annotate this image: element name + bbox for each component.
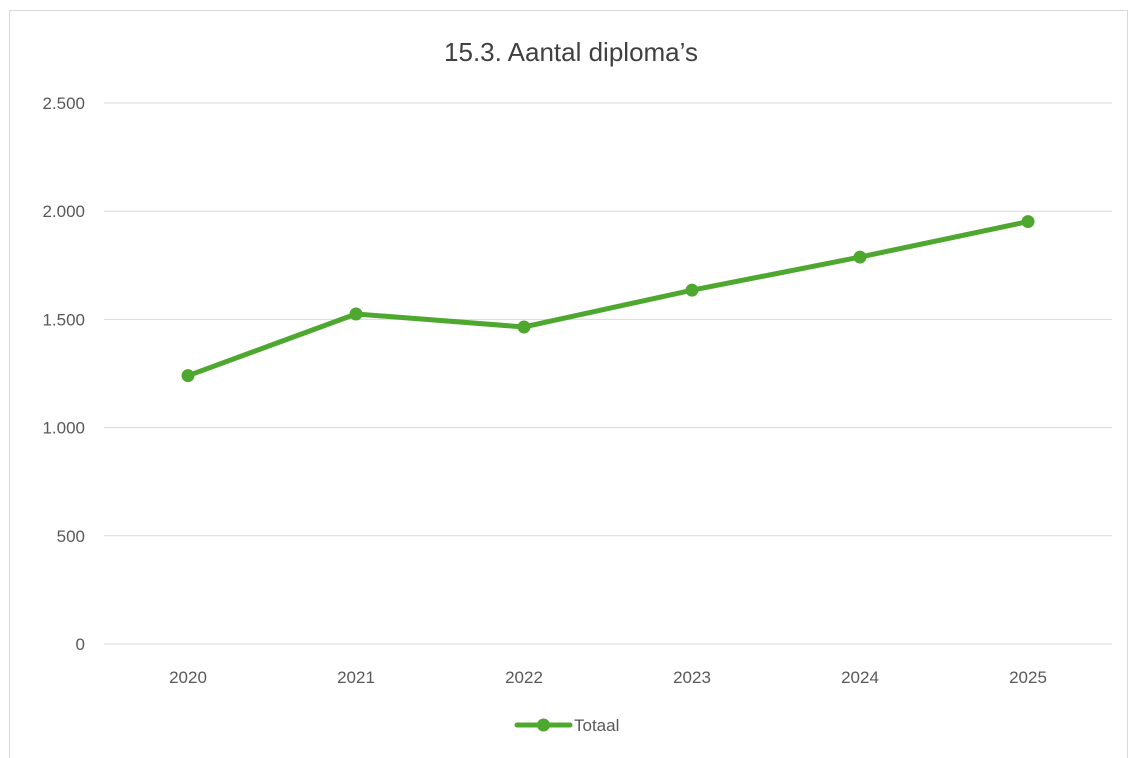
y-tick-label: 0 <box>76 635 85 654</box>
x-tick-label: 2021 <box>337 668 375 687</box>
x-axis-ticks: 2020 2021 2022 2023 2024 2025 <box>169 668 1047 687</box>
y-axis-ticks: 0 500 1.000 1.500 2.000 2.500 <box>42 94 85 654</box>
y-tick-label: 1.000 <box>42 419 85 438</box>
y-tick-label: 2.500 <box>42 94 85 113</box>
legend-label: Totaal <box>574 716 619 735</box>
data-point <box>1021 215 1035 229</box>
data-point <box>181 369 195 383</box>
series-line <box>185 219 1031 379</box>
x-tick-label: 2025 <box>1009 668 1047 687</box>
chart-frame <box>9 10 1128 758</box>
y-tick-label: 500 <box>57 527 85 546</box>
x-tick-label: 2020 <box>169 668 207 687</box>
legend: Totaal <box>514 716 619 735</box>
data-point <box>349 307 363 321</box>
legend-marker <box>537 718 550 732</box>
x-tick-label: 2022 <box>505 668 543 687</box>
series-layer <box>181 215 1035 383</box>
y-tick-label: 2.000 <box>42 202 85 221</box>
y-tick-label: 1.500 <box>42 310 85 329</box>
data-point <box>517 320 531 334</box>
x-tick-label: 2024 <box>841 668 879 687</box>
data-point <box>685 283 699 297</box>
x-tick-label: 2023 <box>673 668 711 687</box>
gridlines <box>104 102 1112 645</box>
data-point <box>853 250 867 264</box>
chart-title: 15.3. Aantal diploma’s <box>444 37 698 67</box>
